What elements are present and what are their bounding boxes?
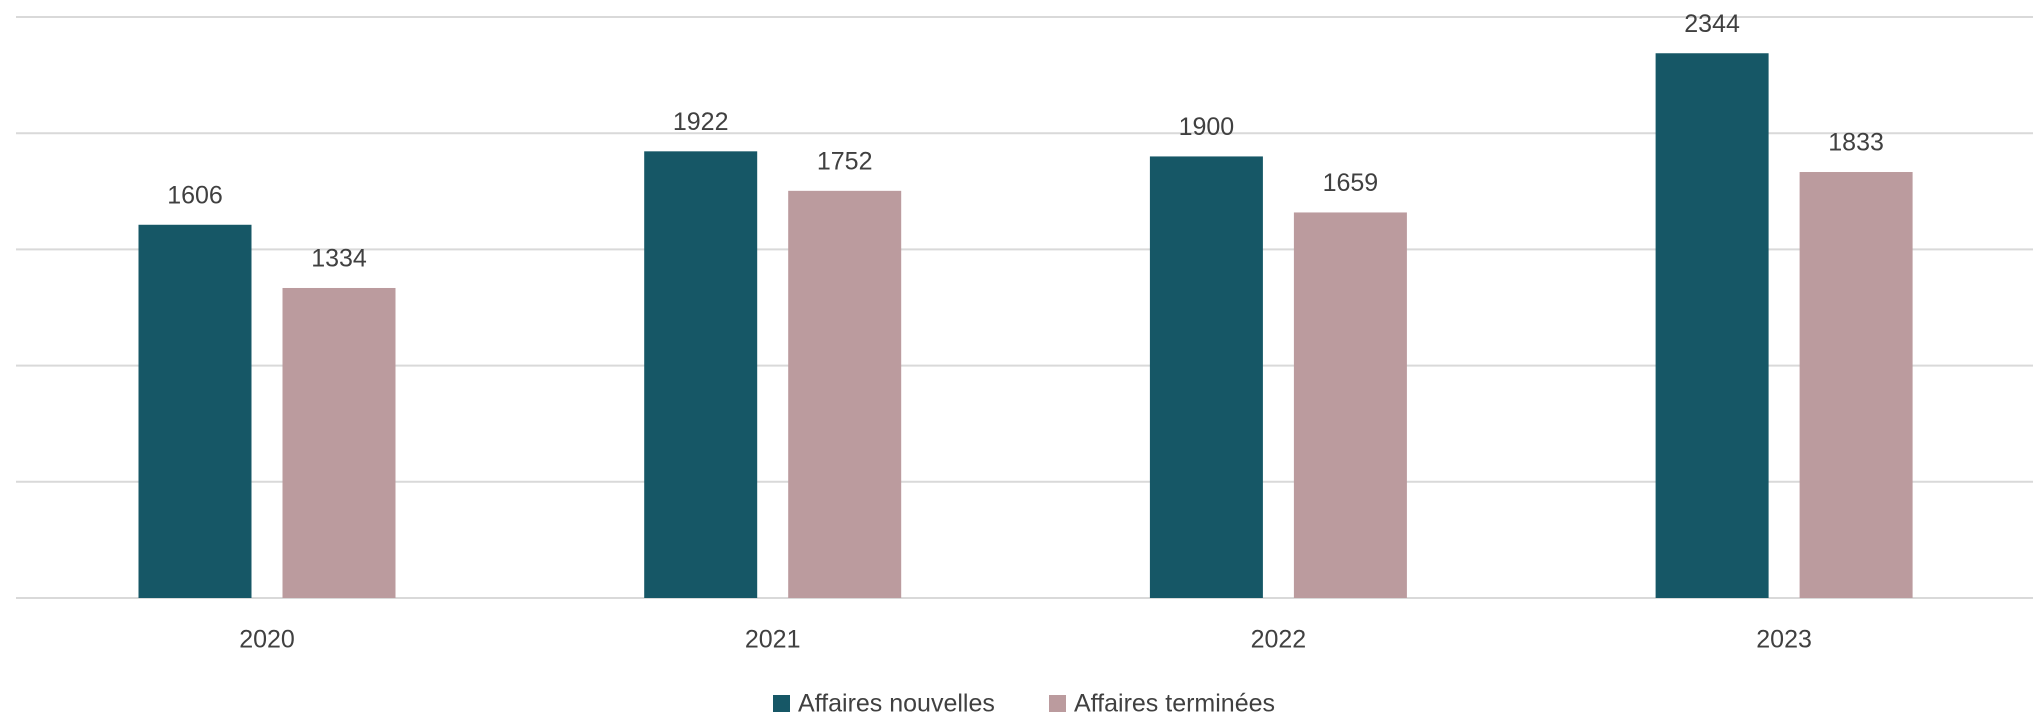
data-label: 1833 bbox=[1828, 129, 1884, 157]
x-tick-label: 2020 bbox=[239, 626, 295, 654]
x-tick-label: 2023 bbox=[1756, 626, 1812, 654]
bar bbox=[1799, 172, 1913, 598]
data-label: 1900 bbox=[1179, 113, 1235, 141]
x-tick-label: 2021 bbox=[745, 626, 801, 654]
x-tick-label: 2022 bbox=[1251, 626, 1307, 654]
legend-label: Affaires terminées bbox=[1074, 690, 1275, 718]
bar bbox=[788, 190, 902, 598]
legend-swatch bbox=[773, 695, 790, 712]
bar bbox=[644, 151, 758, 598]
data-label: 1922 bbox=[673, 108, 729, 136]
bar bbox=[282, 287, 396, 598]
data-label: 1752 bbox=[817, 147, 873, 175]
bar bbox=[1149, 156, 1263, 598]
data-label: 1606 bbox=[167, 181, 223, 209]
data-label: 2344 bbox=[1684, 10, 1740, 38]
data-label: 1334 bbox=[311, 245, 367, 273]
bar bbox=[1293, 212, 1407, 598]
legend-label: Affaires nouvelles bbox=[798, 690, 995, 718]
data-label: 1659 bbox=[1323, 169, 1379, 197]
legend-swatch bbox=[1049, 695, 1066, 712]
bar bbox=[138, 224, 252, 598]
bar bbox=[1655, 53, 1769, 599]
